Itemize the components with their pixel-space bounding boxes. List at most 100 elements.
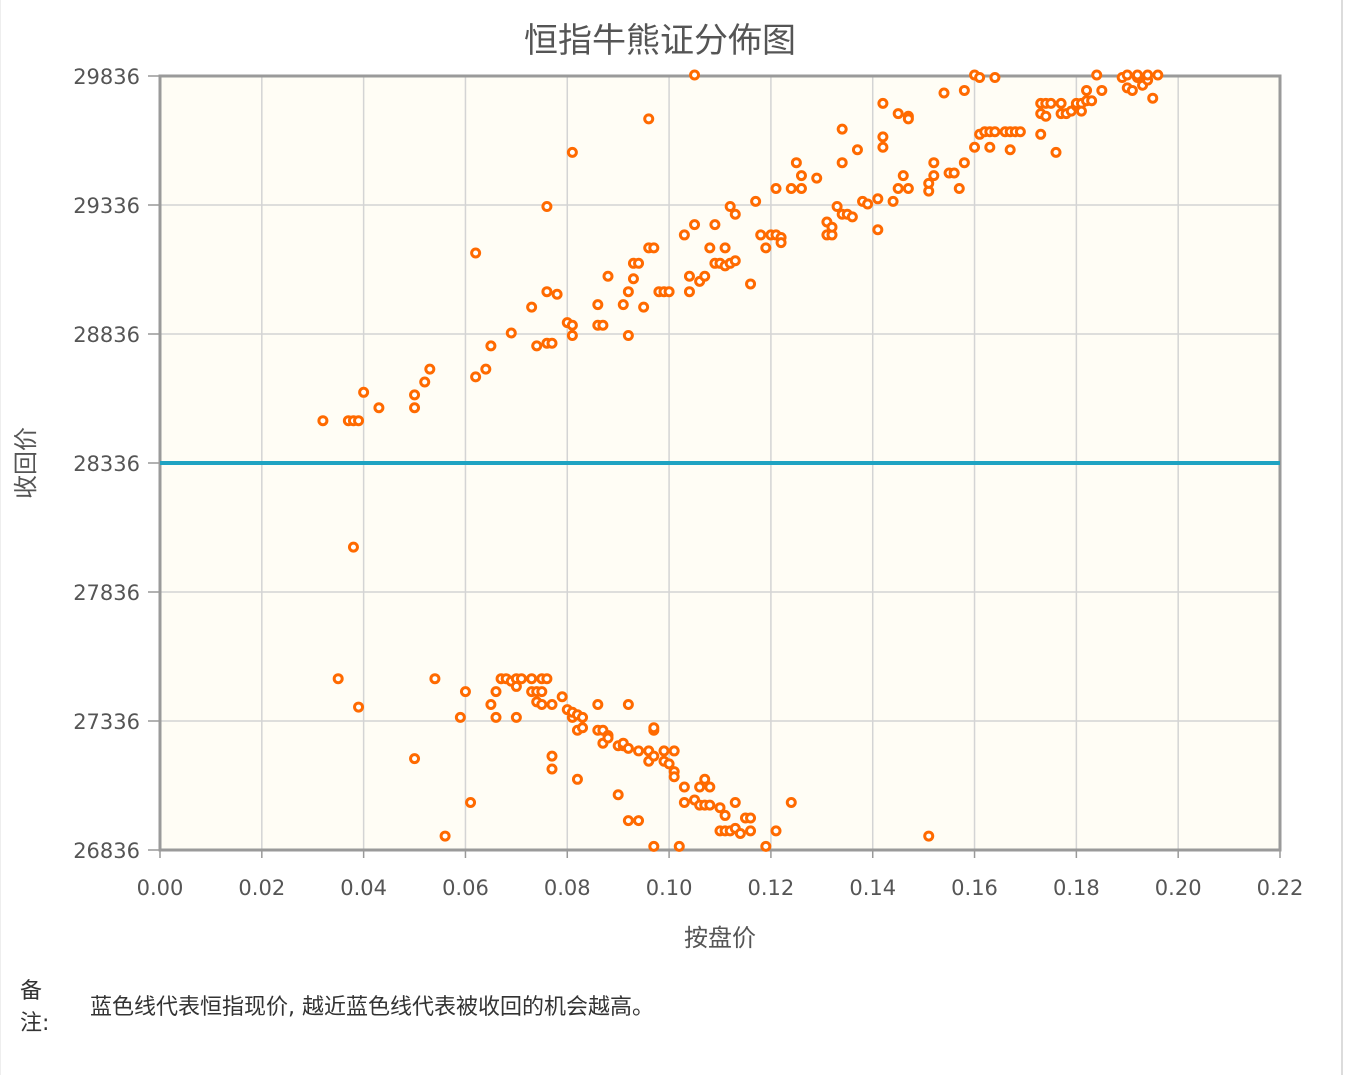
- scatter-point: [689, 69, 701, 81]
- scatter-point: [958, 84, 970, 96]
- x-tick-label: 0.18: [1053, 876, 1100, 900]
- scatter-point: [1081, 84, 1093, 96]
- scatter-point: [683, 270, 695, 282]
- scatter-point: [678, 781, 690, 793]
- scatter-point: [622, 815, 634, 827]
- scatter-point: [566, 330, 578, 342]
- scatter-point: [678, 229, 690, 241]
- scatter-point: [622, 698, 634, 710]
- scatter-point: [1091, 69, 1103, 81]
- scatter-point: [353, 701, 365, 713]
- scatter-point: [714, 802, 726, 814]
- scatter-point: [571, 773, 583, 785]
- scatter-point: [459, 686, 471, 698]
- chart-title: 恒指牛熊证分佈图: [524, 21, 796, 61]
- scatter-point: [510, 680, 522, 692]
- scatter-point: [755, 229, 767, 241]
- scatter-point: [851, 144, 863, 156]
- scatter-point: [1014, 126, 1026, 138]
- scatter-point: [729, 797, 741, 809]
- scatter-point: [531, 340, 543, 352]
- scatter-point: [1050, 146, 1062, 158]
- scatter-point: [729, 255, 741, 267]
- scatter-point: [633, 815, 645, 827]
- scatter-point: [897, 170, 909, 182]
- scatter-point: [439, 830, 451, 842]
- scatter-point: [826, 221, 838, 233]
- scatter-point: [648, 750, 660, 762]
- scatter-point: [795, 170, 807, 182]
- scatter-point: [984, 141, 996, 153]
- x-tick-label: 0.20: [1155, 876, 1202, 900]
- scatter-point: [622, 742, 634, 754]
- scatter-point: [353, 415, 365, 427]
- scatter-point: [785, 797, 797, 809]
- scatter-point: [617, 299, 629, 311]
- scatter-point: [480, 363, 492, 375]
- scatter-point: [760, 840, 772, 852]
- scatter-point: [505, 327, 517, 339]
- scatter-point: [836, 157, 848, 169]
- scatter-point: [454, 711, 466, 723]
- scatter-point: [566, 146, 578, 158]
- scatter-point: [424, 363, 436, 375]
- scatter-point: [790, 157, 802, 169]
- scatter-point: [515, 673, 527, 685]
- x-tick-label: 0.12: [748, 876, 795, 900]
- scatter-point: [490, 711, 502, 723]
- scatter-point: [648, 722, 660, 734]
- scatter-point: [923, 830, 935, 842]
- scatter-point: [989, 72, 1001, 84]
- scatter-point: [663, 286, 675, 298]
- scatter-point: [719, 242, 731, 254]
- y-tick-label: 29336: [73, 194, 140, 218]
- scatter-point: [974, 72, 986, 84]
- scatter-point: [546, 750, 558, 762]
- scatter-point: [409, 753, 421, 765]
- scatter-point: [1131, 69, 1143, 81]
- scatter-point: [704, 242, 716, 254]
- scatter-point: [633, 257, 645, 269]
- scatter-point: [750, 195, 762, 207]
- scatter-point: [526, 301, 538, 313]
- scatter-point: [526, 673, 538, 685]
- x-tick-label: 0.06: [442, 876, 489, 900]
- scatter-point: [485, 340, 497, 352]
- scatter-point: [648, 242, 660, 254]
- scatter-point: [1147, 92, 1159, 104]
- scatter-point: [622, 286, 634, 298]
- scatter-point: [745, 825, 757, 837]
- scatter-point: [510, 711, 522, 723]
- scatter-point: [602, 270, 614, 282]
- scatter-point: [719, 809, 731, 821]
- scatter-point: [373, 402, 385, 414]
- note-text: 蓝色线代表恒指现价, 越近蓝色线代表被收回的机会越高。: [90, 995, 654, 1020]
- scatter-point: [948, 167, 960, 179]
- scatter-point: [536, 686, 548, 698]
- scatter-point: [633, 745, 645, 757]
- y-tick-label: 27336: [73, 710, 140, 734]
- scatter-point: [709, 219, 721, 231]
- scatter-point: [877, 131, 889, 143]
- scatter-point: [592, 299, 604, 311]
- note-section: 备注: 蓝色线代表恒指现价, 越近蓝色线代表被收回的机会越高。: [20, 976, 1320, 1046]
- scatter-point: [795, 182, 807, 194]
- scatter-point: [770, 182, 782, 194]
- scatter-point: [745, 278, 757, 290]
- scatter-point: [1075, 105, 1087, 117]
- scatter-point: [577, 722, 589, 734]
- scatter-point: [724, 201, 736, 213]
- scatter-point: [1126, 84, 1138, 96]
- x-axis-label: 按盘价: [684, 924, 756, 952]
- y-tick-label: 28836: [73, 323, 140, 347]
- x-tick-label: 0.10: [646, 876, 693, 900]
- scatter-point: [597, 319, 609, 331]
- scatter-point: [622, 330, 634, 342]
- scatter-point: [409, 389, 421, 401]
- scatter-point: [734, 827, 746, 839]
- scatter-point: [699, 270, 711, 282]
- x-tick-label: 0.02: [238, 876, 285, 900]
- scatter-point: [887, 195, 899, 207]
- scatter-point: [409, 402, 421, 414]
- scatter-point: [490, 686, 502, 698]
